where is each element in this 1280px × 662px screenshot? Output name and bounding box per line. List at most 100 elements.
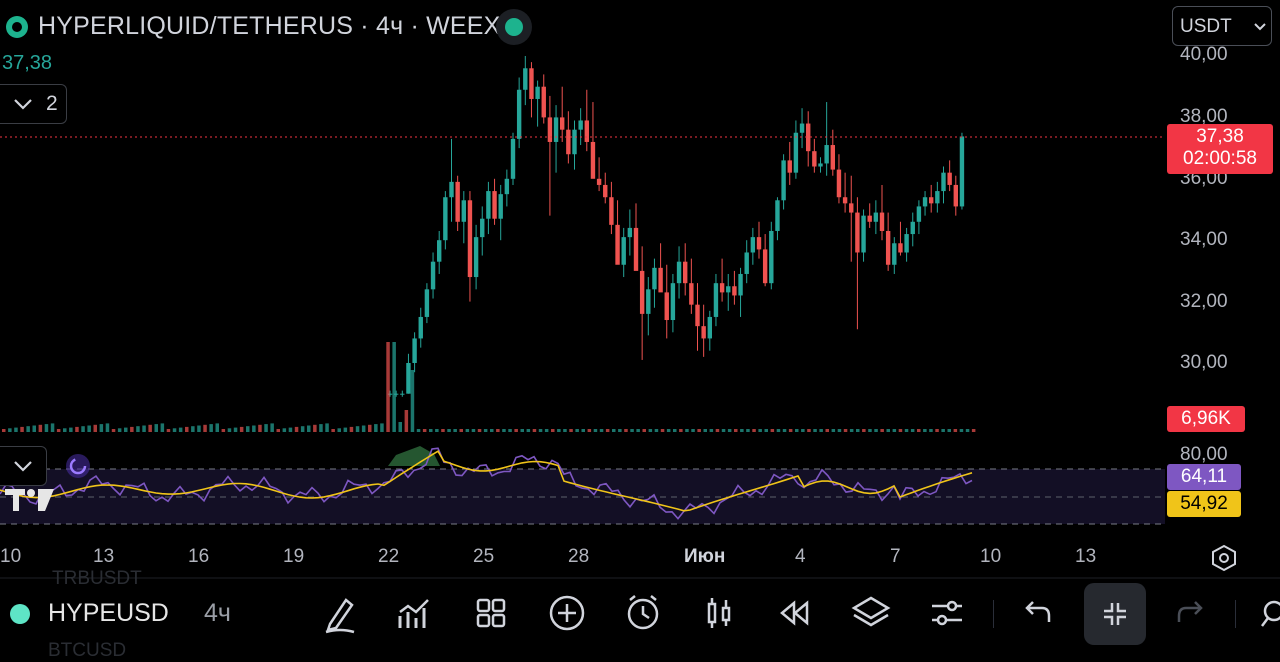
candle [910, 221, 915, 235]
candle [904, 234, 909, 253]
exit-fullscreen-button[interactable] [1084, 583, 1146, 645]
candle [726, 286, 731, 293]
volume-bar [862, 429, 866, 432]
candle [806, 123, 811, 152]
replay-icon[interactable] [770, 588, 820, 638]
volume-bar [971, 429, 976, 432]
volume-bar [410, 370, 415, 432]
indicators-toggle-button[interactable]: 2 [0, 84, 67, 124]
volume-bar [20, 426, 24, 432]
volume-bar [337, 428, 341, 432]
volume-bar [819, 429, 823, 432]
candle [812, 151, 817, 167]
draw-icon[interactable] [316, 588, 366, 638]
candle [732, 286, 737, 296]
time-tick: 22 [378, 546, 400, 567]
candle [922, 197, 928, 207]
volume-bar [172, 428, 177, 432]
volume-bar [770, 429, 775, 432]
settings-icon[interactable] [922, 588, 972, 638]
volume-bar [398, 422, 402, 432]
search-icon[interactable] [1254, 590, 1280, 640]
rsi-upper-tick: 80,00 [1180, 444, 1228, 465]
rsi-ma-badge: 54,92 [1167, 491, 1241, 517]
volume-bar [734, 429, 738, 432]
time-tick: 13 [1075, 546, 1097, 567]
symbol-title[interactable]: HYPERLIQUID/TETHERUS · 4ч · WEEX [38, 12, 501, 40]
volume-bar [38, 424, 43, 432]
candle [504, 178, 510, 195]
undo-icon[interactable] [1012, 588, 1062, 638]
volume-bar [856, 429, 860, 432]
volume-bar [929, 429, 933, 432]
volume-bar [63, 428, 67, 432]
volume-bar [209, 424, 213, 432]
candle [639, 270, 645, 314]
market-open-icon [505, 18, 523, 36]
layout-icon[interactable] [466, 588, 516, 638]
candle [959, 136, 965, 207]
candle [762, 249, 768, 284]
layers-icon[interactable] [846, 588, 896, 638]
volume-bar [185, 426, 189, 432]
volume-bar [605, 429, 610, 432]
candle [516, 89, 522, 139]
add-icon[interactable] [542, 588, 592, 638]
candle [430, 261, 436, 290]
symbol-button[interactable]: HYPEUSD [48, 599, 169, 627]
candle [738, 273, 743, 296]
volume-bar [709, 429, 714, 432]
volume-bar [849, 429, 854, 432]
volume-bar [630, 429, 634, 432]
candle [818, 163, 823, 167]
candle [652, 267, 657, 290]
volume-bar [136, 426, 140, 432]
volume-bar [490, 429, 494, 432]
rsi-collapse-button[interactable] [0, 446, 47, 486]
rsi-line [0, 447, 973, 520]
candle [744, 252, 749, 274]
candle [836, 169, 842, 198]
loading-icon [66, 454, 90, 478]
candle [560, 117, 565, 130]
volume-bar [404, 410, 409, 432]
volume-bar [923, 429, 927, 432]
volume-bar [142, 425, 146, 432]
volume-bar [813, 429, 817, 432]
alert-icon[interactable] [618, 588, 668, 638]
volume-bar [746, 429, 750, 432]
candle [769, 230, 774, 284]
price-tick: 38,00 [1180, 106, 1228, 127]
indicators-icon[interactable] [390, 588, 440, 638]
candle [437, 240, 442, 262]
volume-bar [721, 429, 726, 432]
volume-bar [618, 429, 622, 432]
candle [713, 283, 719, 317]
volume-bar [233, 427, 238, 432]
volume-bar [435, 429, 439, 432]
volume-bar [26, 426, 30, 432]
chart-settings-icon[interactable] [1210, 544, 1238, 572]
volume-bar [917, 429, 921, 432]
chart-type-icon[interactable] [694, 588, 744, 638]
candle [393, 393, 399, 395]
volume-bar [557, 429, 561, 432]
volume-bar [325, 423, 329, 432]
volume-bar [660, 429, 665, 432]
candle [473, 237, 479, 278]
volume-bar [587, 429, 592, 432]
toolbar-divider [1235, 600, 1236, 628]
candle [492, 191, 497, 219]
volume-bar [429, 429, 433, 432]
interval-button[interactable]: 4ч [204, 599, 231, 627]
candle [529, 68, 534, 99]
redo-icon[interactable] [1166, 588, 1216, 638]
currency-select[interactable]: USDT [1172, 6, 1272, 46]
market-status-button[interactable] [496, 9, 532, 45]
candle [799, 123, 805, 133]
candle [683, 261, 688, 284]
candle [935, 191, 940, 204]
volume-bar [264, 424, 268, 432]
bar-countdown: 02:00:58 [1183, 148, 1257, 169]
